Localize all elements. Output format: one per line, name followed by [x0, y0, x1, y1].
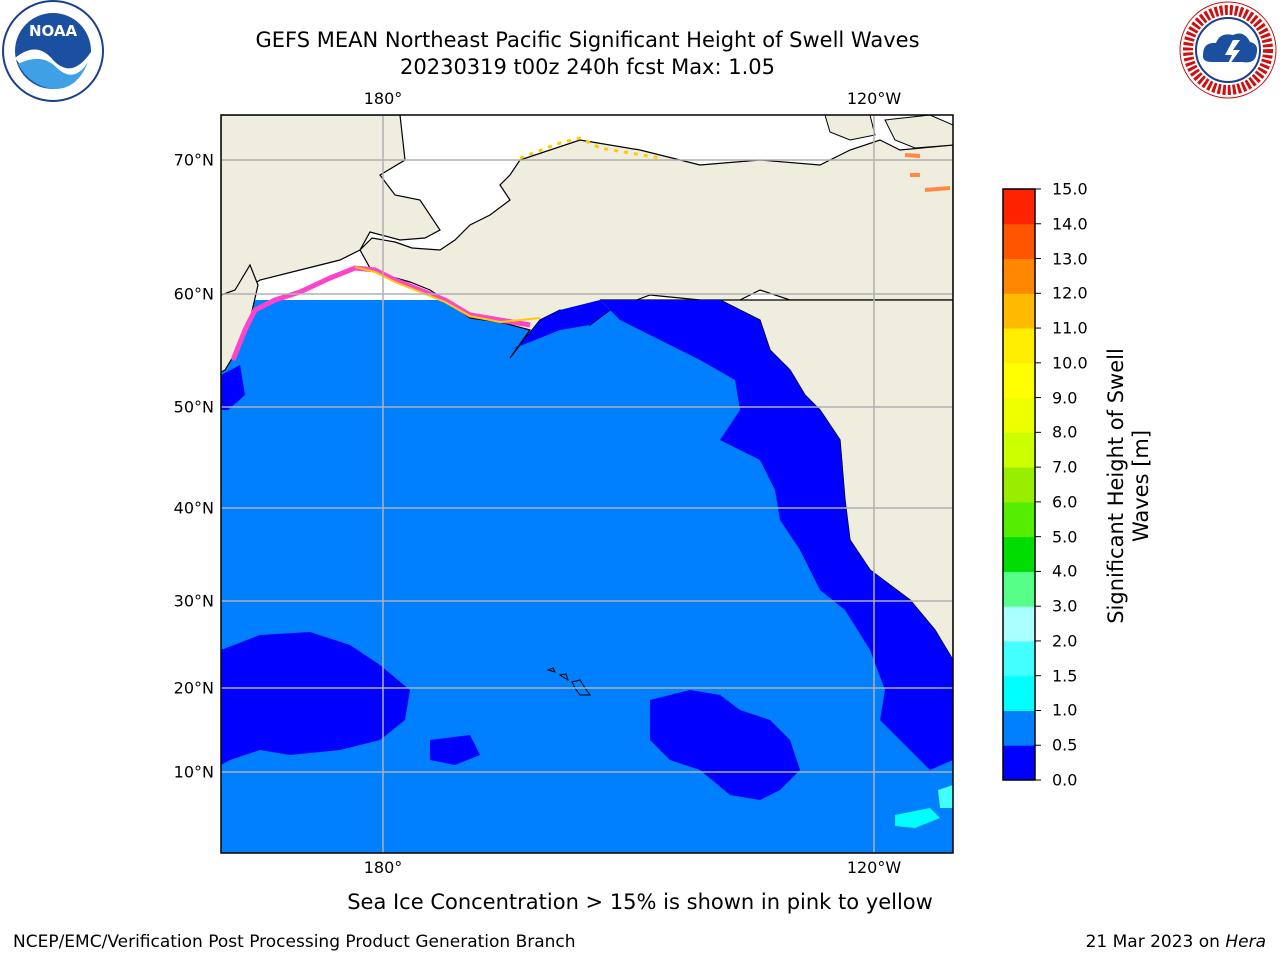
- chart-title: GEFS MEAN Northeast Pacific Significant …: [255, 28, 920, 52]
- colorbar-tick-label: 6.0: [1052, 492, 1078, 512]
- colorbar-segment: [1003, 293, 1035, 329]
- sea-ice-arctic-yellow: [519, 136, 661, 160]
- sea-ice-arctic-orange: [904, 153, 951, 192]
- noaa-logo-text: NOAA: [29, 22, 78, 40]
- swell-region-low-6: [510, 300, 610, 350]
- land-arctic-islands: [824, 115, 876, 141]
- colorbar-tick-label: 3.0: [1052, 596, 1078, 616]
- colorbar-segment: [1003, 328, 1035, 364]
- colorbar-segment: [1003, 467, 1035, 503]
- swell-region-low-1: [600, 300, 953, 770]
- colorbar-tick-label: 4.0: [1052, 561, 1078, 581]
- colorbar-segment: [1003, 223, 1035, 260]
- colorbar-segment: [1003, 189, 1035, 225]
- footer-credit: NCEP/EMC/Verification Post Processing Pr…: [13, 932, 576, 952]
- colorbar-segment: [1003, 501, 1035, 538]
- lat-label-40n: 40°N: [173, 498, 214, 518]
- footer-date-text: 21 Mar 2023 on: [1085, 932, 1226, 952]
- colorbar-label-line1: Significant Height of Swell: [1104, 348, 1128, 624]
- colorbar-segment: [1003, 710, 1035, 746]
- swell-region-cyan-1: [895, 808, 940, 828]
- colorbar-tick-label: 7.0: [1052, 457, 1078, 477]
- colorbar-tick-label: 1.5: [1052, 666, 1078, 686]
- colorbar-segment: [1003, 362, 1035, 399]
- lat-label-60n: 60°N: [173, 284, 214, 304]
- colorbar-segment: [1003, 745, 1035, 781]
- land-alaska: [359, 139, 953, 359]
- colorbar-tick-label: 10.0: [1052, 353, 1088, 373]
- colorbar-label-line2: Waves [m]: [1129, 429, 1153, 543]
- colorbar-label: Significant Height of Swell Waves [m]: [1104, 348, 1154, 624]
- colorbar: [1002, 188, 1041, 781]
- map-frame: [220, 114, 954, 854]
- colorbar-tick-label: 9.0: [1052, 388, 1078, 408]
- colorbar-segment: [1003, 675, 1035, 711]
- colorbar-tick-label: 14.0: [1052, 214, 1088, 234]
- lon-label-bottom-120w: 120°W: [846, 858, 902, 877]
- colorbar-tick-label: 0.0: [1052, 770, 1078, 790]
- lat-label-50n: 50°N: [173, 397, 214, 417]
- colorbar-frame: [1002, 188, 1036, 781]
- colorbar-tick-label: 11.0: [1052, 318, 1088, 338]
- lon-label-top-120w: 120°W: [846, 89, 902, 108]
- colorbar-tick-label: 13.0: [1052, 249, 1088, 269]
- colorbar-tick-label: 12.0: [1052, 283, 1088, 303]
- colorbar-segment: [1003, 640, 1035, 677]
- nws-logo-icon: [1179, 1, 1277, 99]
- lat-label-70n: 70°N: [173, 150, 214, 170]
- colorbar-segment: [1003, 571, 1035, 607]
- lon-label-top-180: 180°: [363, 89, 403, 108]
- colorbar-segment: [1003, 397, 1035, 433]
- colorbar-tick-label: 0.5: [1052, 735, 1078, 755]
- sea-ice-note: Sea Ice Concentration > 15% is shown in …: [347, 890, 933, 914]
- sea-ice-edge-yellow: [354, 266, 541, 324]
- land-arctic-islands-2: [884, 115, 953, 149]
- footer-machine: Hera: [1225, 932, 1266, 952]
- colorbar-segment: [1003, 432, 1035, 468]
- footer-date: 21 Mar 2023 on Hera: [1086, 932, 1266, 952]
- lat-label-20n: 20°N: [173, 678, 214, 698]
- lat-label-30n: 30°N: [173, 591, 214, 611]
- colorbar-tick-label: 15.0: [1052, 179, 1088, 199]
- colorbar-segment: [1003, 258, 1035, 294]
- map-grid: [221, 115, 953, 853]
- swell-region-cyan-2: [938, 785, 953, 808]
- colorbar-tick-label: 8.0: [1052, 422, 1078, 442]
- chart-subtitle: 20230319 t00z 240h fcst Max: 1.05: [400, 55, 775, 79]
- colorbar-tick-label: 2.0: [1052, 631, 1078, 651]
- colorbar-tick-label: 5.0: [1052, 527, 1078, 547]
- lat-label-10n: 10°N: [173, 762, 214, 782]
- noaa-logo-icon: NOAA: [2, 0, 104, 102]
- lon-label-bottom-180: 180°: [363, 858, 403, 877]
- colorbar-segment: [1003, 536, 1035, 572]
- swell-region-low-2: [221, 632, 410, 765]
- swell-region-low-5: [221, 365, 245, 410]
- colorbar-segment: [1003, 606, 1035, 642]
- swell-region-low-4: [430, 735, 480, 765]
- colorbar-tick-label: 1.0: [1052, 700, 1078, 720]
